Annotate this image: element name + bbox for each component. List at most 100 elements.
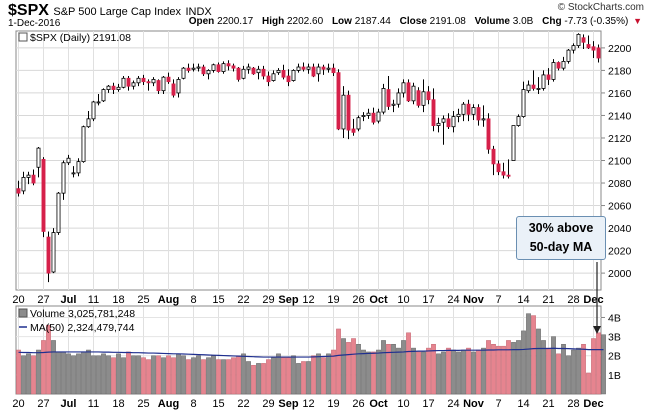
volume-bar — [121, 357, 126, 395]
volume-bar — [431, 344, 436, 395]
candle-body — [181, 67, 186, 79]
volume-bar — [201, 359, 206, 395]
volume-bar — [436, 353, 441, 395]
candle-body — [176, 79, 181, 94]
volume-bar — [126, 351, 131, 395]
low-label: Low — [331, 16, 352, 27]
volume-bar — [591, 338, 596, 395]
volume-bar — [16, 349, 21, 395]
x-tick-label: 17 — [422, 398, 434, 410]
annotation-line-2: 50-day MA — [529, 240, 593, 254]
price-y-tick-label: 2120 — [608, 133, 632, 145]
volume-bar — [86, 349, 91, 395]
candle-body — [336, 72, 341, 130]
exchange-code: INDX — [185, 6, 212, 18]
volume-ma-line — [18, 347, 604, 358]
x-tick-label: 11 — [88, 398, 99, 410]
candle-body — [296, 66, 301, 71]
volume-bar — [46, 324, 51, 395]
candle-body — [416, 90, 421, 106]
volume-bar — [36, 349, 41, 395]
volume-bar — [51, 340, 56, 395]
candle-body — [486, 118, 491, 150]
volume-bar — [526, 313, 531, 395]
index-name: S&P 500 Large Cap Index — [53, 6, 181, 18]
x-tick-label: Aug — [158, 294, 179, 306]
x-tick-label: 18 — [112, 398, 124, 410]
volume-bar — [321, 357, 326, 395]
volume-bar — [366, 351, 371, 395]
candle-body — [36, 147, 41, 168]
volume-bar — [491, 344, 496, 395]
volume-bar — [486, 340, 491, 395]
x-tick-label: Oct — [369, 398, 388, 410]
volume-bar — [501, 345, 506, 395]
x-tick-label: 14 — [517, 294, 529, 306]
candle-body — [241, 68, 246, 79]
volume-bar — [101, 353, 106, 395]
candle-body — [111, 85, 116, 90]
high-value: 2202.60 — [287, 16, 324, 27]
volume-bar — [341, 338, 346, 395]
price-y-tick-label: 2140 — [608, 110, 632, 122]
volume-bar — [516, 340, 521, 395]
volume-bar — [531, 315, 536, 395]
volume-bar — [276, 353, 281, 395]
volume-bar — [566, 355, 571, 395]
volume-bar — [156, 355, 161, 395]
volume-bar — [406, 332, 411, 395]
volume-bar — [21, 355, 26, 395]
candle-body — [101, 89, 106, 102]
x-tick-label: Dec — [583, 398, 603, 410]
candle-body — [276, 70, 281, 74]
candle-body — [466, 103, 471, 115]
candle-body — [146, 81, 151, 84]
chart-date: 1-Dec-2016 — [8, 18, 61, 29]
volume-bar — [141, 357, 146, 395]
low-value: 2187.44 — [354, 16, 391, 27]
candle-body — [541, 74, 546, 89]
x-tick-label: Dec — [583, 294, 603, 306]
candle-body — [311, 66, 316, 77]
candle-body — [426, 91, 431, 101]
ma-legend-text: MA(50) 2,324,479,744 — [30, 322, 135, 334]
volume-bar — [191, 357, 196, 395]
volume-bar — [176, 353, 181, 395]
candle-body — [516, 116, 521, 126]
candle-body — [196, 66, 201, 69]
volume-bar — [561, 344, 566, 395]
volume-bar — [31, 355, 36, 395]
volume-bar — [106, 355, 111, 395]
candle-body — [381, 88, 386, 113]
x-tick-label: Nov — [463, 294, 485, 306]
volume-bar — [511, 342, 516, 395]
volume-bar — [271, 357, 276, 395]
x-tick-label: 22 — [237, 398, 249, 410]
credit-text: © StockCharts.com — [557, 2, 644, 13]
open-label: Open — [188, 16, 215, 27]
price-y-tick-label: 2020 — [608, 246, 632, 258]
candle-body — [206, 70, 211, 75]
volume-bar — [336, 328, 341, 395]
volume-bar — [251, 365, 256, 395]
chart-header: $SPX S&P 500 Large Cap Index INDX — [8, 2, 646, 28]
volume-bar — [131, 355, 136, 395]
x-tick-label: Jul — [61, 398, 77, 410]
candle-body — [566, 49, 571, 62]
candle-body — [456, 113, 461, 117]
volume-bar — [216, 359, 221, 395]
candle-body — [411, 85, 416, 102]
candle-body — [136, 77, 141, 84]
x-axis: 20 27 Jul 11 18 25 Aug 8 15 22 29 Sep 12 19 26 Oct 10 17 2… — [12, 262, 604, 410]
volume-bar — [186, 359, 191, 395]
volume-bar — [66, 353, 71, 395]
annotation-arrow-head — [593, 326, 601, 334]
x-tick-label: 28 — [567, 398, 579, 410]
volume-bar — [196, 355, 201, 395]
candle-body — [281, 70, 286, 78]
candle-body — [231, 65, 236, 69]
volume-bar — [401, 340, 406, 395]
candle-body — [356, 117, 361, 130]
volume-bar — [381, 340, 386, 395]
volume-bar — [61, 351, 66, 395]
